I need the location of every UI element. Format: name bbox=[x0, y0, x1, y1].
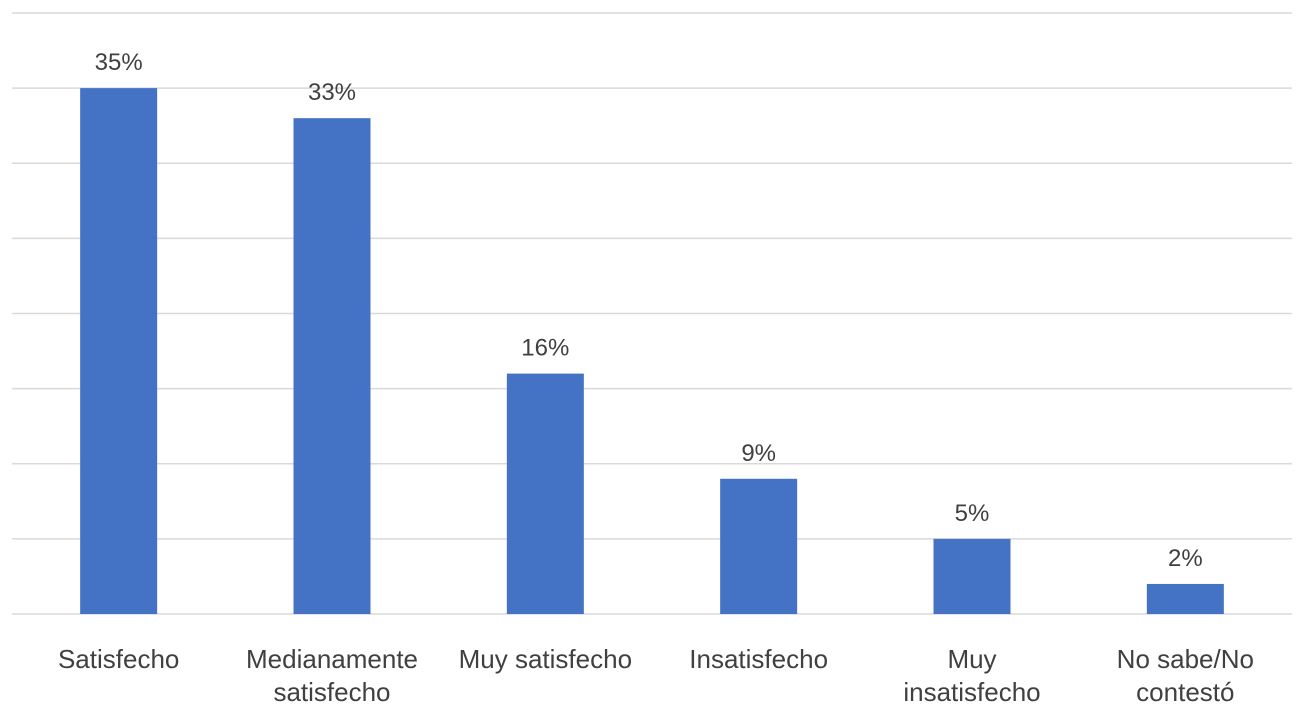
bar-6 bbox=[1146, 583, 1224, 614]
data-label-3: 16% bbox=[521, 335, 569, 362]
bar-4 bbox=[720, 478, 798, 614]
data-label-2: 33% bbox=[308, 79, 356, 106]
data-label-1: 35% bbox=[95, 49, 143, 76]
x-tick-label-1: Satisfecho bbox=[58, 644, 179, 674]
bar-2 bbox=[293, 118, 371, 615]
x-tick-label-6: No sabe/No contestó bbox=[1117, 644, 1254, 707]
x-axis-tick-labels: Satisfecho Medianamente satisfecho Muy sati… bbox=[58, 644, 1254, 707]
bar-3 bbox=[506, 373, 584, 614]
bars bbox=[80, 88, 1224, 615]
bar-5 bbox=[933, 538, 1011, 614]
x-tick-label-2: Medianamente satisfecho bbox=[246, 644, 418, 707]
data-label-4: 9% bbox=[741, 440, 776, 467]
bar-1 bbox=[80, 88, 158, 614]
x-tick-label-3: Muy satisfecho bbox=[459, 644, 632, 674]
data-label-6: 2% bbox=[1168, 545, 1203, 572]
x-tick-label-5: Muy insatisfecho bbox=[903, 644, 1040, 707]
x-tick-label-4: Insatisfecho bbox=[689, 644, 828, 674]
gridlines bbox=[12, 12, 1292, 615]
data-label-5: 5% bbox=[955, 500, 990, 527]
data-labels: 35% 33% 16% 9% 5% 2% bbox=[95, 49, 1203, 572]
